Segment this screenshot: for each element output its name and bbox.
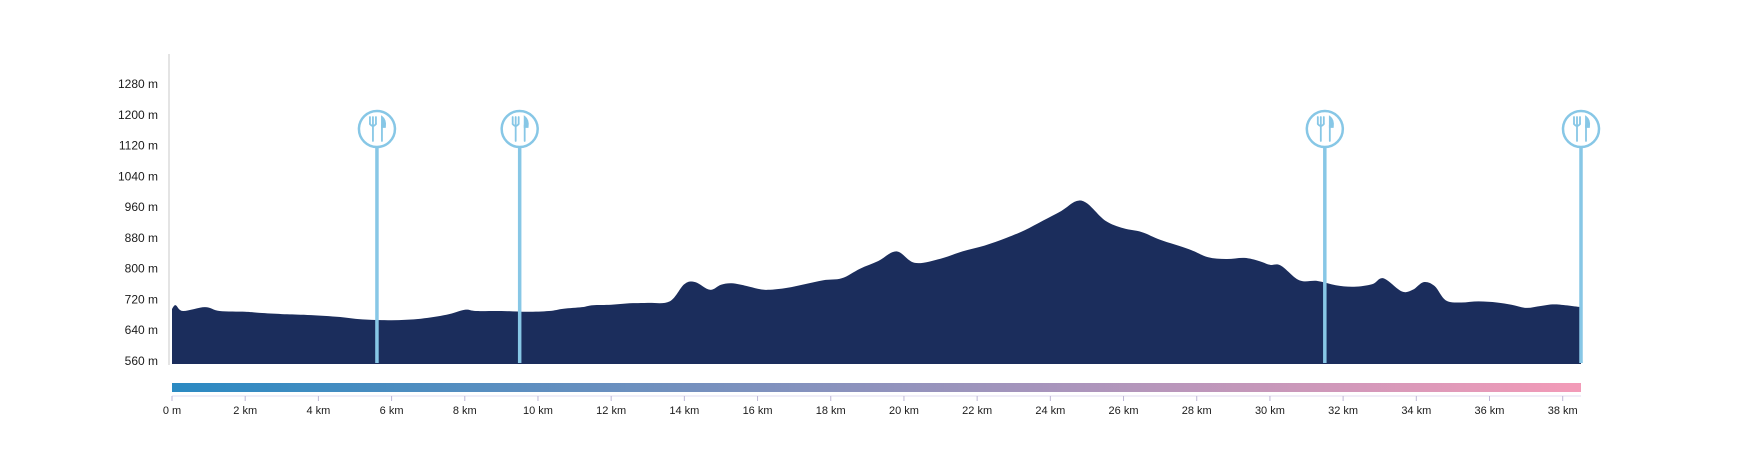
knife-blade [381, 115, 387, 128]
fork-knife-icon [1316, 115, 1334, 142]
x-tick-label: 36 km [1475, 405, 1505, 417]
marker-circle [1561, 109, 1601, 149]
y-tick-label: 1120 m [119, 139, 158, 153]
x-tick-label: 24 km [1035, 405, 1065, 417]
x-tick-label: 10 km [523, 405, 553, 417]
x-tick-label: 20 km [889, 405, 919, 417]
y-tick-label: 720 m [125, 292, 158, 306]
x-tick-label: 30 km [1255, 405, 1285, 417]
x-tick-label: 8 km [453, 405, 477, 417]
fork-knife-icon [369, 115, 387, 142]
restaurant-marker [1305, 109, 1345, 363]
x-tick-label: 32 km [1328, 405, 1358, 417]
x-tick-label: 12 km [596, 405, 626, 417]
y-axis-ticks: 560 m 640 m 720 m 800 m 880 m 960 m 1040 m 1120… [118, 77, 158, 368]
marker-circle [1305, 109, 1345, 149]
fork-base [1316, 123, 1325, 127]
fork-knife-icon [511, 115, 529, 142]
x-tick-label: 22 km [962, 405, 992, 417]
y-tick-label: 880 m [125, 231, 158, 245]
fork-knife-icon [1573, 115, 1591, 142]
knife-blade [523, 115, 529, 128]
restaurant-marker [1561, 109, 1601, 363]
x-tick-label: 26 km [1109, 405, 1139, 417]
y-tick-label: 800 m [125, 262, 158, 276]
restaurant-marker [357, 109, 397, 363]
y-tick-label: 1280 m [118, 77, 158, 91]
distance-gradient-bar [172, 383, 1581, 392]
y-tick-label: 560 m [125, 354, 158, 368]
restaurant-marker [500, 109, 539, 363]
x-tick-label: 16 km [743, 405, 773, 417]
fork-base [511, 123, 520, 127]
x-tick-label: 28 km [1182, 405, 1212, 417]
fork-base [369, 123, 377, 127]
x-axis-ticks: 0 m 2 km 4 km 6 km 8 km 10 km 12 km 14 km 16 km 1… [163, 396, 1578, 417]
x-tick-label: 18 km [816, 405, 846, 417]
fork-base [1573, 123, 1581, 127]
y-tick-label: 640 m [125, 323, 158, 337]
x-tick-label: 4 km [306, 405, 330, 417]
x-tick-label: 34 km [1401, 405, 1431, 417]
x-tick-label: 0 m [163, 405, 181, 417]
y-tick-label: 960 m [125, 200, 158, 214]
x-tick-label: 14 km [669, 405, 699, 417]
x-tick-label: 2 km [233, 405, 257, 417]
marker-circle [357, 109, 397, 149]
y-tick-label: 1040 m [118, 169, 158, 183]
x-tick-label: 38 km [1548, 405, 1578, 417]
poi-markers [357, 109, 1601, 363]
knife-blade [1328, 115, 1334, 128]
y-tick-label: 1200 m [118, 108, 158, 122]
knife-blade [1585, 115, 1591, 128]
elevation-area [172, 200, 1581, 364]
marker-circle [500, 109, 539, 149]
x-tick-label: 6 km [380, 405, 404, 417]
